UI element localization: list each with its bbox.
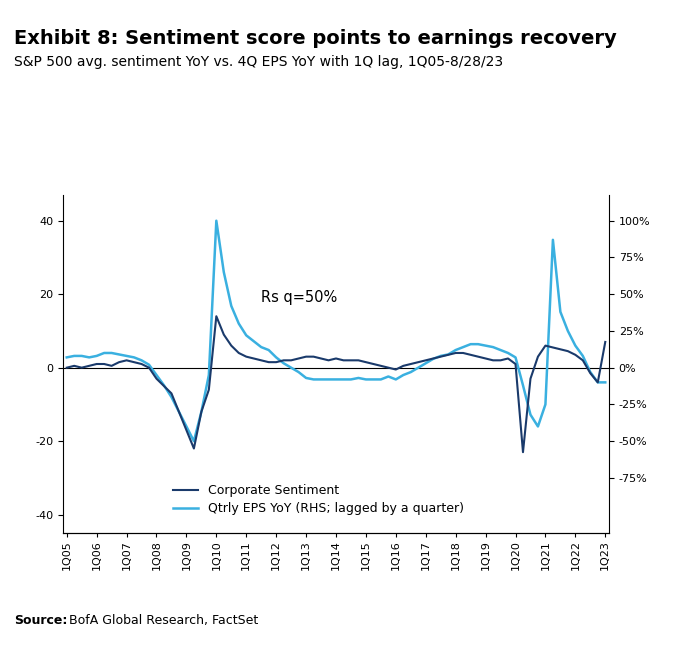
Text: Source:: Source: — [14, 614, 67, 627]
Text: Exhibit 8: Sentiment score points to earnings recovery: Exhibit 8: Sentiment score points to ear… — [14, 29, 617, 48]
Text: BofA Global Research, FactSet: BofA Global Research, FactSet — [65, 614, 258, 627]
Text: S&P 500 avg. sentiment YoY vs. 4Q EPS YoY with 1Q lag, 1Q05-8/28/23: S&P 500 avg. sentiment YoY vs. 4Q EPS Yo… — [14, 55, 503, 70]
Legend: Corporate Sentiment, Qtrly EPS YoY (RHS; lagged by a quarter): Corporate Sentiment, Qtrly EPS YoY (RHS;… — [167, 479, 468, 520]
Text: Rs q=50%: Rs q=50% — [261, 289, 337, 305]
